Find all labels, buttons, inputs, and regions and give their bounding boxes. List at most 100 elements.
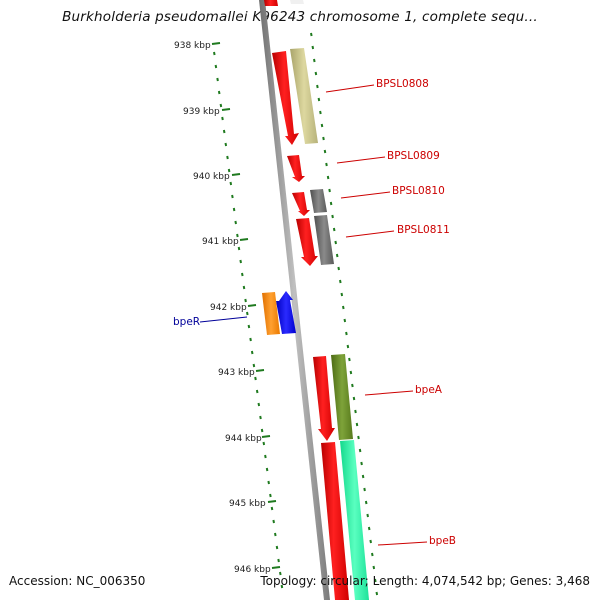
ring-outer-tick-2 [313, 58, 316, 63]
ring-outer-tick-13 [329, 201, 333, 206]
scale-minor-tick-17 [241, 272, 244, 277]
gene-leaders [199, 84, 428, 546]
scale-minor-tick-21 [247, 324, 251, 329]
cds-bper[interactable] [276, 291, 296, 334]
ring-outer-tick-36 [364, 500, 368, 505]
scale-minor-tick-13 [234, 220, 237, 225]
ring-outer-tick-19 [339, 279, 342, 284]
ring-outer-tick-25 [348, 357, 351, 362]
cog-bpeb [340, 440, 369, 600]
ring-outer-tick-34 [361, 474, 365, 479]
ring-outer-tick-29 [354, 409, 357, 414]
cog-bpsl0808 [290, 48, 318, 144]
scale-minor-tick-18 [242, 285, 246, 290]
scale-labels: 938 kbp 939 kbp 940 kbp 941 kbp 942 kbp … [174, 41, 271, 575]
scale-minor-tick-0 [213, 51, 216, 56]
cds-bpsl0808[interactable] [272, 51, 299, 145]
scale-minor-tick-32 [265, 467, 269, 472]
scale-label-946: 946 kbp [234, 565, 271, 575]
scale-minor-tick-31 [264, 454, 267, 459]
ring-outer-tick-32 [358, 448, 362, 453]
ring-outer-tick-0 [310, 32, 313, 37]
ring-outer-tick-37 [366, 513, 369, 518]
scale-label-943: 943 kbp [218, 368, 255, 378]
ring-outer-tick-33 [360, 461, 363, 466]
cds-bpsl0811[interactable] [296, 218, 318, 266]
ring-outer-tick-23 [345, 331, 348, 336]
ring-outer-tick-8 [322, 136, 325, 141]
scale-label-941: 941 kbp [202, 237, 239, 247]
accession-text: Accession: NC_006350 [9, 574, 146, 588]
scale-minor-tick-37 [274, 532, 277, 537]
ring-outer-tick-18 [337, 266, 340, 271]
scale-minor-tick-23 [250, 350, 254, 355]
ring-outer-tick-17 [335, 253, 339, 258]
ring-outer-tick-15 [332, 227, 336, 232]
scale-minor-tick-39 [277, 558, 280, 563]
scale-minor-tick-15 [237, 246, 241, 251]
ring-outer-tick-41 [372, 565, 376, 570]
gene-label-bpsl0811[interactable]: BPSL0811 [397, 224, 450, 236]
cds-bpea[interactable] [313, 356, 335, 441]
ring-outer-tick-40 [371, 552, 374, 557]
ring-outer-tick-5 [317, 97, 321, 102]
cds-bpsl0810[interactable] [292, 192, 310, 216]
scale-minor-tick-5 [221, 116, 224, 121]
scale-label-944: 944 kbp [225, 434, 262, 444]
ring-outer-tick-42 [374, 578, 377, 583]
scale-minor-tick-25 [254, 376, 257, 381]
ring-outer-tick-9 [323, 149, 327, 154]
ring-outer-tick-35 [363, 487, 366, 492]
scale-minor-tick-2 [216, 77, 219, 82]
gene-label-bper[interactable]: bpeR [173, 316, 200, 328]
ring-outer-tick-1 [311, 45, 315, 50]
ring-outer-tick-26 [349, 370, 353, 375]
scale-minor-tick-28 [259, 415, 262, 420]
ring-outer-tick-11 [326, 175, 330, 180]
scale-minor-tick-4 [219, 103, 223, 108]
ring-outer-tick-7 [320, 123, 324, 128]
scale-minor-tick-14 [236, 233, 239, 238]
ring-outer-tick-43 [375, 591, 379, 596]
cog-bpsl0810 [310, 189, 327, 213]
cog-bper [262, 292, 280, 335]
scale-minor-tick-6 [222, 129, 226, 134]
scale-minor-tick-26 [255, 389, 259, 394]
scale-minor-tick-35 [270, 506, 274, 511]
scale-minor-tick-30 [262, 441, 266, 446]
scale-minor-tick-29 [260, 428, 264, 433]
ring-outer-tick-21 [342, 305, 345, 310]
ring-outer-tick-3 [314, 71, 318, 76]
scale-minor-tick-7 [224, 142, 228, 147]
cds-bpeb[interactable] [321, 442, 349, 600]
ring-outer-tick-38 [367, 526, 371, 531]
scale-minor-tick-22 [249, 337, 252, 342]
scale-minor-tick-24 [252, 363, 256, 368]
gene-label-bpeb[interactable]: bpeB [429, 535, 456, 547]
gene-label-bpea[interactable]: bpeA [415, 384, 443, 396]
scale-minor-tick-9 [227, 168, 231, 173]
ring-outer-tick-31 [357, 435, 360, 440]
ring-outer-tick-39 [369, 539, 372, 544]
gene-label-bpsl0810[interactable]: BPSL0810 [392, 185, 445, 197]
ring-outer-tick-30 [355, 422, 359, 427]
cog-bpea [331, 354, 353, 440]
cds-partial-top-2 [290, 0, 304, 4]
backbone-track [259, 0, 330, 600]
scale-minor-tick-19 [244, 298, 247, 303]
cds-partial-top [264, 0, 278, 6]
ring-outer-tick-14 [331, 214, 334, 219]
ring-outer-tick-22 [343, 318, 347, 323]
ring-outer-tick-10 [325, 162, 328, 167]
ring-outer-tick-27 [351, 383, 354, 388]
ring-outer-tick-28 [352, 396, 356, 401]
ring-outer-tick-6 [319, 110, 322, 115]
ring-outer-tick-4 [316, 84, 319, 89]
gene-label-bpsl0808[interactable]: BPSL0808 [376, 78, 429, 90]
cds-bpsl0809[interactable] [287, 155, 305, 182]
scale-minor-tick-11 [231, 194, 234, 199]
scale-minor-tick-41 [280, 584, 284, 589]
scale-minor-tick-3 [217, 90, 221, 95]
gene-label-bpsl0809[interactable]: BPSL0809 [387, 150, 440, 162]
